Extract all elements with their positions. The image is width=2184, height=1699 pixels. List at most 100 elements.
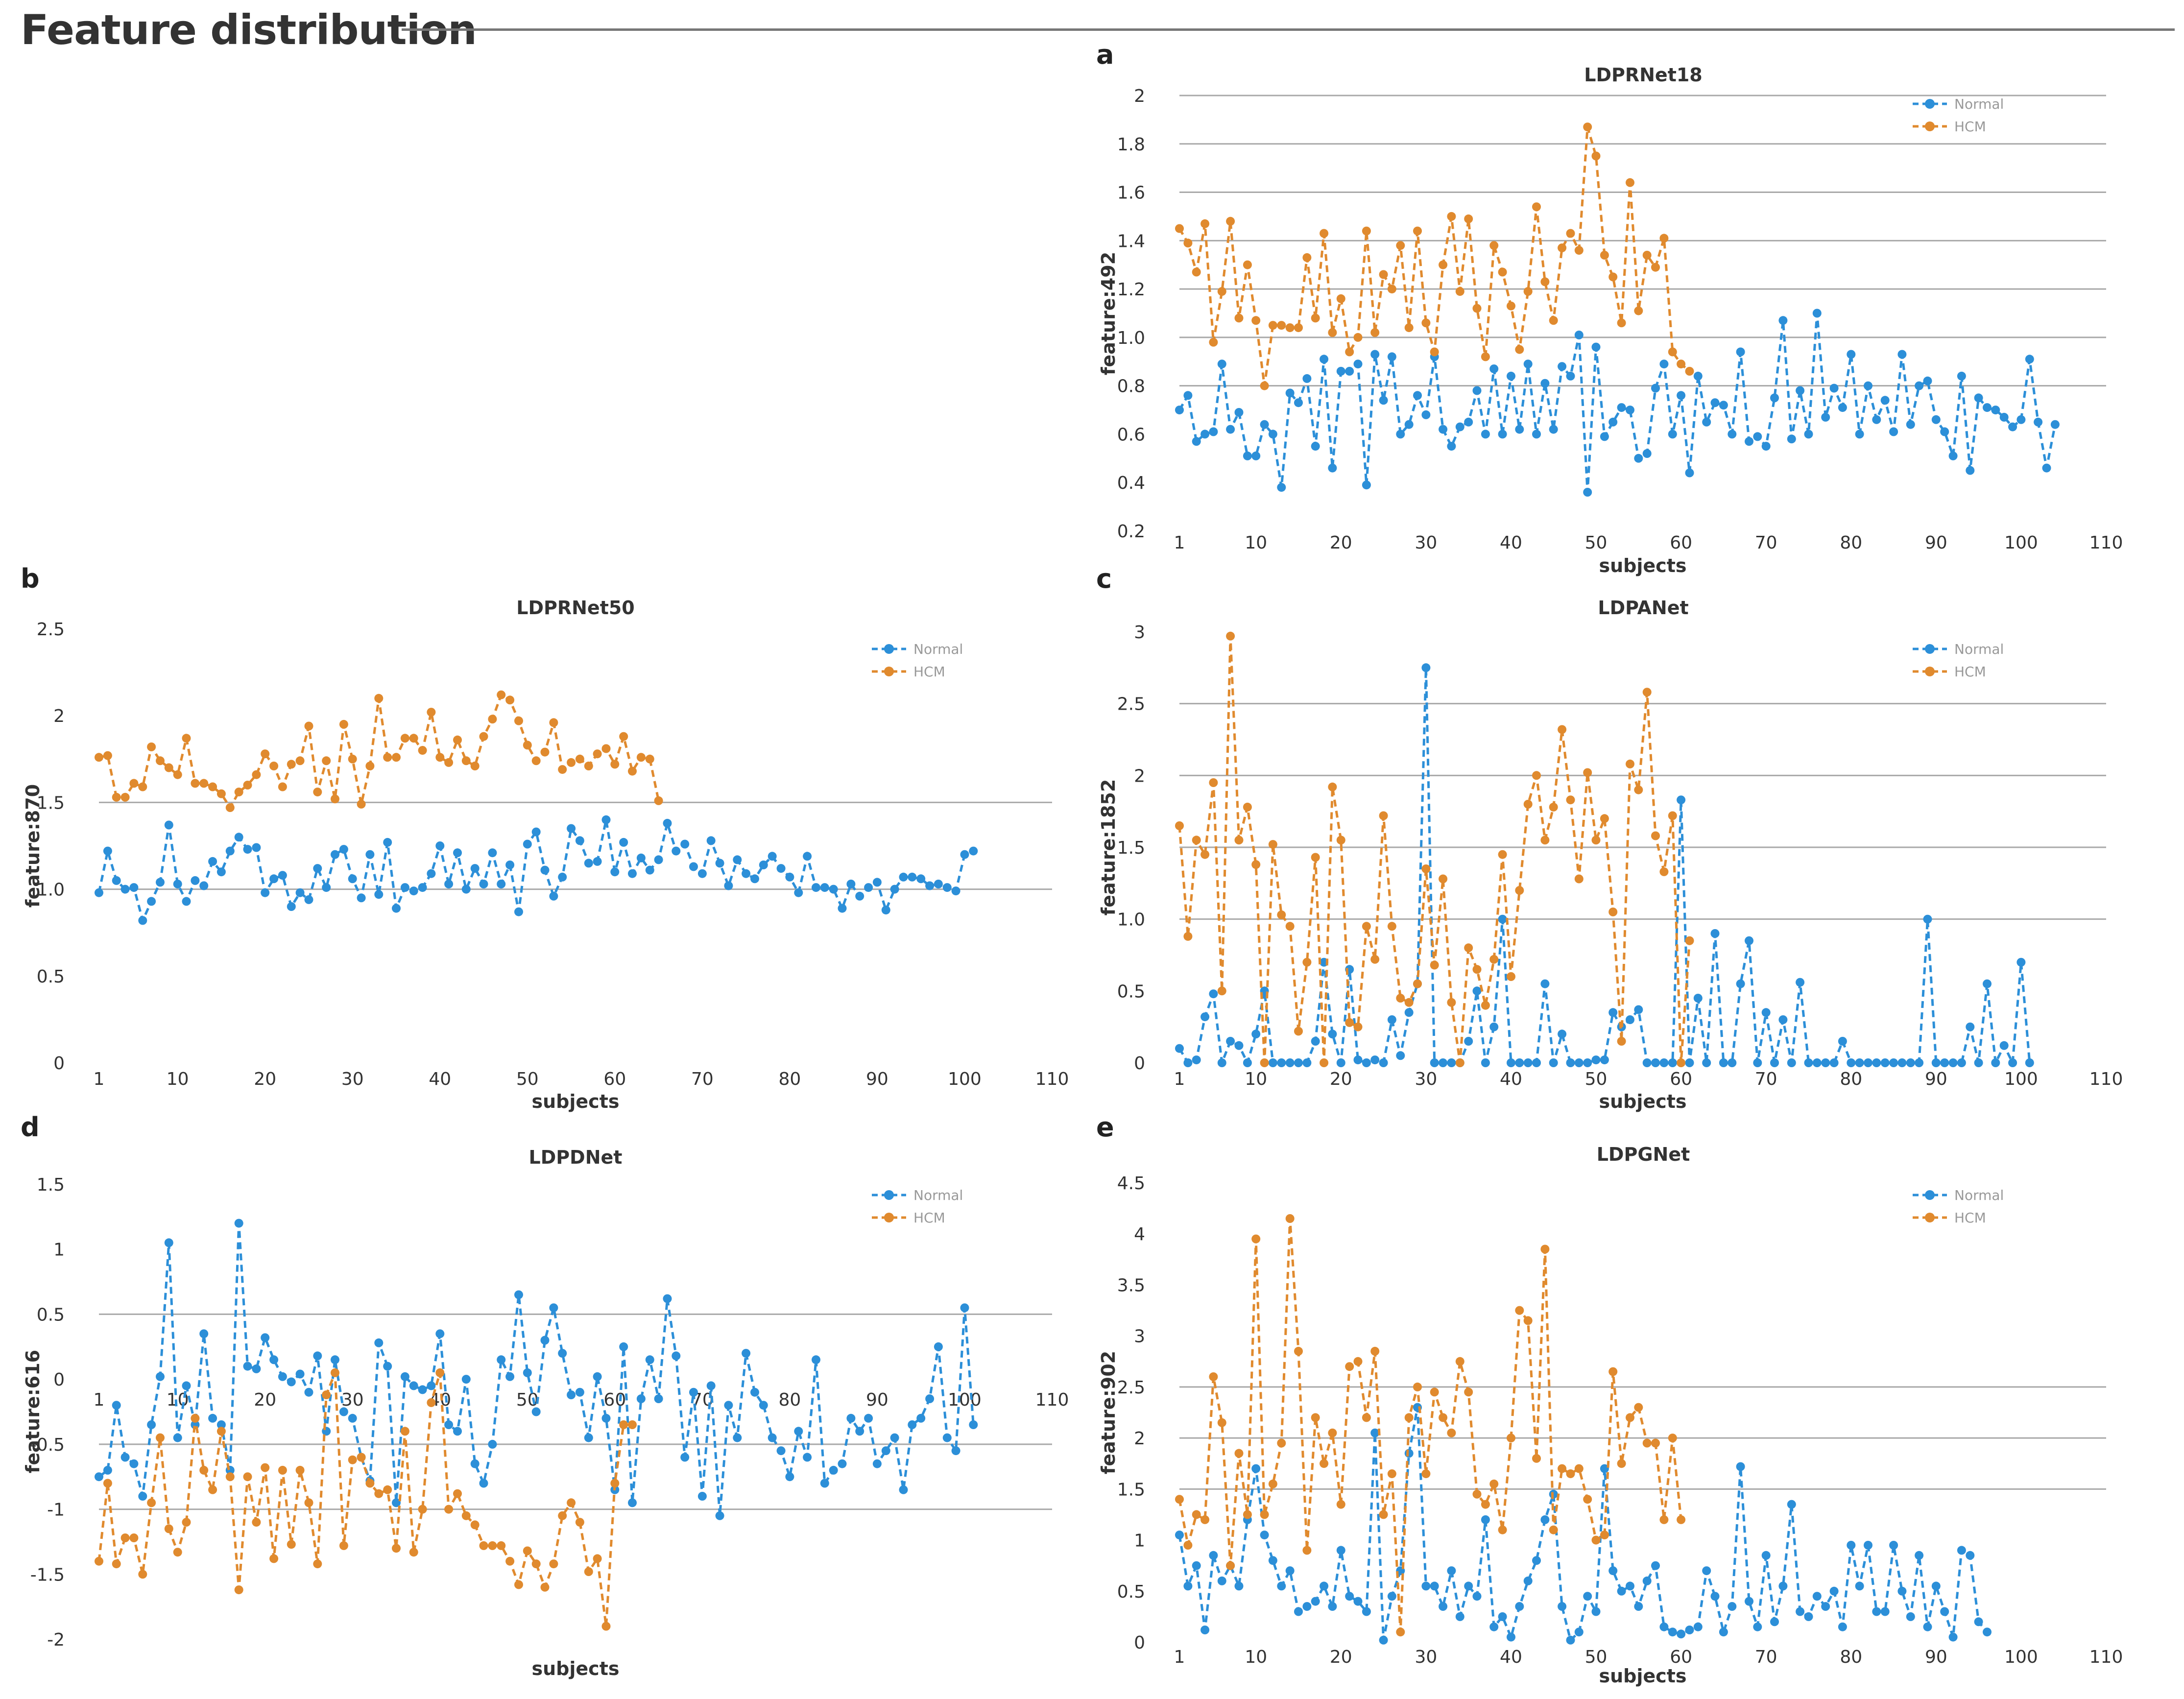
data-point-normal: [1753, 1058, 1762, 1067]
data-point-normal: [1600, 432, 1609, 441]
data-point-hcm: [1455, 287, 1464, 296]
data-point-hcm: [120, 1533, 130, 1542]
x-tick-label: 70: [1755, 533, 1777, 553]
data-point-hcm: [216, 1427, 226, 1436]
data-point-normal: [1600, 1055, 1609, 1065]
data-point-normal: [1659, 1058, 1669, 1067]
x-tick-label: 90: [1925, 1069, 1947, 1089]
data-point-normal: [908, 1420, 917, 1429]
data-point-normal: [1447, 442, 1456, 451]
data-point-hcm: [1498, 850, 1507, 859]
data-point-normal: [418, 883, 427, 892]
data-point-hcm: [1353, 1357, 1363, 1366]
data-point-hcm: [1277, 1438, 1286, 1448]
data-point-normal: [1685, 1626, 1694, 1634]
y-axis-label: feature:870: [22, 784, 44, 908]
data-point-hcm: [1421, 1469, 1431, 1479]
x-tick-label: 110: [2089, 1069, 2123, 1089]
data-point-normal: [1736, 979, 1745, 988]
data-point-normal: [1736, 1462, 1745, 1471]
data-point-hcm: [1285, 922, 1295, 931]
x-tick-label: 40: [1500, 1069, 1522, 1089]
data-point-normal: [1464, 417, 1473, 427]
y-tick-label: 1.8: [1117, 135, 1145, 155]
y-tick-label: -1: [47, 1500, 65, 1520]
data-point-normal: [1489, 1022, 1499, 1031]
data-point-hcm: [479, 1541, 488, 1550]
x-tick-label: 80: [1840, 533, 1862, 553]
data-point-normal: [1226, 1037, 1235, 1046]
x-tick-label: 40: [1500, 1647, 1522, 1667]
data-point-normal: [1217, 1576, 1226, 1585]
data-point-normal: [523, 1368, 532, 1377]
data-point-hcm: [531, 1559, 541, 1569]
data-point-normal: [1464, 1581, 1473, 1591]
data-point-hcm: [1421, 318, 1431, 328]
data-point-hcm: [1566, 229, 1575, 238]
data-point-normal: [1481, 1515, 1490, 1524]
data-point-normal: [864, 1413, 873, 1423]
data-point-hcm: [1430, 1388, 1439, 1397]
x-tick-label: 10: [1245, 1647, 1267, 1667]
data-point-normal: [287, 1377, 296, 1387]
y-tick-label: 0.5: [1117, 981, 1145, 1002]
data-point-normal: [357, 893, 366, 903]
data-point-normal: [1345, 367, 1354, 376]
data-point-hcm: [1659, 234, 1669, 243]
y-tick-label: 2: [1134, 766, 1145, 786]
data-point-normal: [1549, 1058, 1558, 1067]
data-point-normal: [1540, 979, 1550, 988]
data-point-normal: [1821, 412, 1830, 422]
chart-title: LDPANet: [1598, 597, 1688, 619]
data-point-hcm: [1507, 1434, 1515, 1443]
data-point-normal: [1574, 1058, 1584, 1067]
panel-letter-d: d: [21, 1112, 40, 1143]
data-point-normal: [969, 846, 978, 856]
data-point-hcm: [1217, 1418, 1226, 1427]
data-point-hcm: [514, 716, 523, 725]
data-point-hcm: [156, 1433, 165, 1442]
data-point-normal: [435, 841, 445, 850]
data-point-normal: [1336, 1546, 1345, 1555]
data-point-normal: [1728, 1602, 1737, 1611]
x-tick-label: 90: [866, 1069, 888, 1089]
data-point-normal: [1175, 406, 1184, 415]
data-point-normal: [916, 874, 926, 884]
data-point-normal: [331, 850, 339, 859]
data-point-hcm: [575, 754, 584, 764]
data-point-normal: [1498, 914, 1507, 924]
data-point-hcm: [400, 1427, 409, 1436]
data-point-normal: [934, 1342, 943, 1351]
data-point-normal: [1421, 663, 1431, 672]
data-point-normal: [1829, 1058, 1839, 1067]
data-point-normal: [593, 1372, 602, 1381]
data-point-normal: [505, 1372, 515, 1381]
data-point-normal: [1353, 1597, 1363, 1606]
data-point-normal: [261, 1333, 270, 1342]
data-point-normal: [1200, 1626, 1210, 1634]
legend-label-normal: Normal: [913, 641, 963, 657]
y-tick-label: 1.0: [1117, 910, 1145, 930]
data-point-normal: [1379, 1058, 1388, 1067]
data-point-normal: [1328, 463, 1337, 473]
data-point-hcm: [1285, 323, 1295, 333]
data-point-normal: [2008, 1058, 2017, 1067]
data-point-hcm: [1447, 212, 1456, 221]
data-point-normal: [1362, 1058, 1371, 1067]
data-point-hcm: [1608, 272, 1618, 282]
data-point-hcm: [479, 732, 488, 741]
data-point-normal: [768, 1433, 777, 1442]
data-point-normal: [182, 1381, 191, 1390]
data-point-normal: [864, 883, 873, 892]
data-point-hcm: [191, 1413, 200, 1423]
data-point-normal: [1626, 1015, 1634, 1024]
data-point-hcm: [1472, 304, 1482, 313]
data-point-normal: [1192, 437, 1201, 446]
data-point-hcm: [427, 1398, 436, 1407]
data-point-hcm: [435, 1368, 445, 1377]
data-point-hcm: [164, 763, 173, 772]
data-point-normal: [715, 1511, 724, 1520]
data-point-normal: [1719, 401, 1728, 410]
data-point-hcm: [1566, 1469, 1575, 1479]
